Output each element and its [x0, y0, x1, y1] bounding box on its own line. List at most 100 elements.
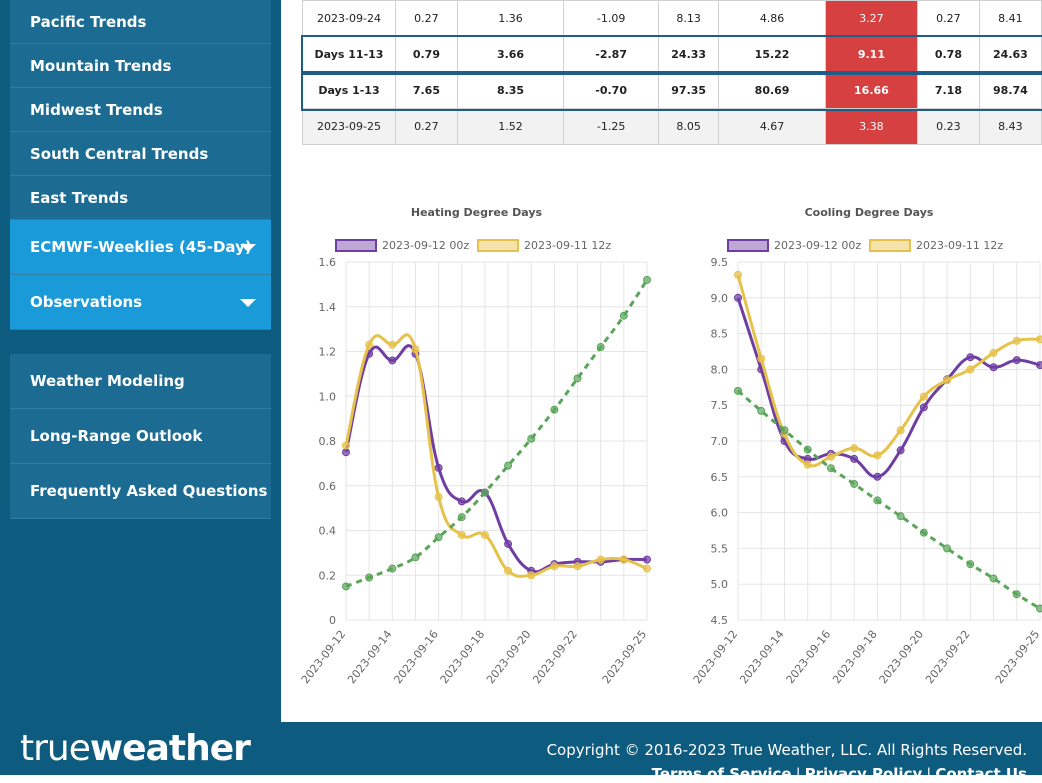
legend-label: 2023-09-11 12z [916, 239, 1003, 252]
data-point [827, 465, 834, 472]
y-tick-label: 1.6 [319, 256, 337, 269]
data-point [343, 442, 350, 449]
y-tick-label: 0.4 [319, 525, 337, 538]
data-point [343, 583, 350, 590]
data-point [897, 427, 904, 434]
data-point [366, 574, 373, 581]
data-point [920, 393, 927, 400]
data-point [343, 449, 350, 456]
link[interactable]: Terms of Service [652, 765, 792, 783]
x-tick-label: 2023-09-25 [600, 628, 650, 686]
data-point [597, 344, 604, 351]
legend-swatch [870, 240, 910, 251]
y-tick-label: 7.5 [711, 399, 729, 412]
y-tick-label: 5.5 [711, 542, 729, 555]
data-point [1013, 591, 1020, 598]
data-point [505, 462, 512, 469]
data-point [435, 534, 442, 541]
chart-title: Heating Degree Days [411, 206, 543, 219]
separator: | [796, 765, 801, 783]
link[interactable]: Privacy Policy [805, 765, 923, 783]
y-tick-label: 0.8 [319, 435, 337, 448]
y-tick-label: 0.6 [319, 480, 337, 493]
y-tick-label: 5.0 [711, 578, 729, 591]
copyright: Copyright © 2016-2023 True Weather, LLC.… [547, 741, 1027, 759]
footer: trueweather Copyright © 2016-2023 True W… [0, 722, 1042, 775]
series-line [738, 298, 1040, 477]
data-point [574, 375, 581, 382]
data-point [597, 556, 604, 563]
data-point [389, 341, 396, 348]
data-point [967, 366, 974, 373]
data-point [551, 563, 558, 570]
legend-label: 2023-09-12 00z [774, 239, 861, 252]
link[interactable]: Contact Us [935, 765, 1027, 783]
x-tick-label: 2023-09-12 [299, 628, 349, 686]
data-point [412, 554, 419, 561]
data-point [458, 498, 465, 505]
data-point [758, 407, 765, 414]
data-point [1037, 336, 1042, 343]
data-point [897, 513, 904, 520]
x-tick-label: 2023-09-14 [345, 628, 395, 686]
data-point [1013, 357, 1020, 364]
data-point [735, 387, 742, 394]
data-point [551, 406, 558, 413]
series-line [346, 280, 647, 587]
data-point [897, 447, 904, 454]
data-point [967, 354, 974, 361]
data-point [412, 346, 419, 353]
x-tick-label: 2023-09-16 [784, 628, 834, 686]
data-point [874, 497, 881, 504]
series-line [346, 346, 647, 572]
x-tick-label: 2023-09-22 [923, 628, 973, 686]
y-tick-label: 8.0 [711, 363, 729, 376]
data-point [389, 357, 396, 364]
y-tick-label: 6.5 [711, 471, 729, 484]
logo-text: weather [90, 728, 250, 769]
data-point [944, 545, 951, 552]
data-point [920, 529, 927, 536]
data-point [574, 563, 581, 570]
data-point [990, 364, 997, 371]
y-tick-label: 0.2 [319, 569, 337, 582]
x-tick-label: 2023-09-16 [391, 628, 441, 686]
data-point [389, 565, 396, 572]
data-point [851, 480, 858, 487]
data-point [644, 565, 651, 572]
y-tick-label: 6.0 [711, 507, 729, 520]
y-tick-label: 4.5 [711, 614, 729, 627]
chart-title: Cooling Degree Days [805, 206, 934, 219]
data-point [458, 514, 465, 521]
legend-label: 2023-09-11 12z [524, 239, 611, 252]
x-tick-label: 2023-09-20 [877, 628, 927, 686]
data-point [644, 276, 651, 283]
data-point [851, 455, 858, 462]
data-point [990, 575, 997, 582]
footer-links: Terms of Service|Privacy Policy|Contact … [652, 765, 1027, 783]
legend-swatch [336, 240, 376, 251]
y-tick-label: 9.5 [711, 256, 729, 269]
x-tick-label: 2023-09-20 [484, 628, 534, 686]
data-point [435, 493, 442, 500]
data-point [920, 404, 927, 411]
data-point [804, 461, 811, 468]
y-tick-label: 0 [329, 614, 336, 627]
data-point [758, 355, 765, 362]
data-point [505, 540, 512, 547]
data-point [644, 556, 651, 563]
x-tick-label: 2023-09-18 [438, 628, 488, 686]
charts: Heating Degree Days 2023-09-12 00z 2023-09… [0, 0, 1042, 722]
data-point [967, 561, 974, 568]
logo[interactable]: trueweather [20, 728, 250, 769]
data-point [735, 271, 742, 278]
x-tick-label: 2023-09-14 [737, 628, 787, 686]
data-point [481, 489, 488, 496]
x-tick-label: 2023-09-12 [691, 628, 741, 686]
y-tick-label: 1.0 [319, 390, 337, 403]
data-point [458, 531, 465, 538]
legend-swatch [728, 240, 768, 251]
data-point [944, 377, 951, 384]
data-point [366, 341, 373, 348]
